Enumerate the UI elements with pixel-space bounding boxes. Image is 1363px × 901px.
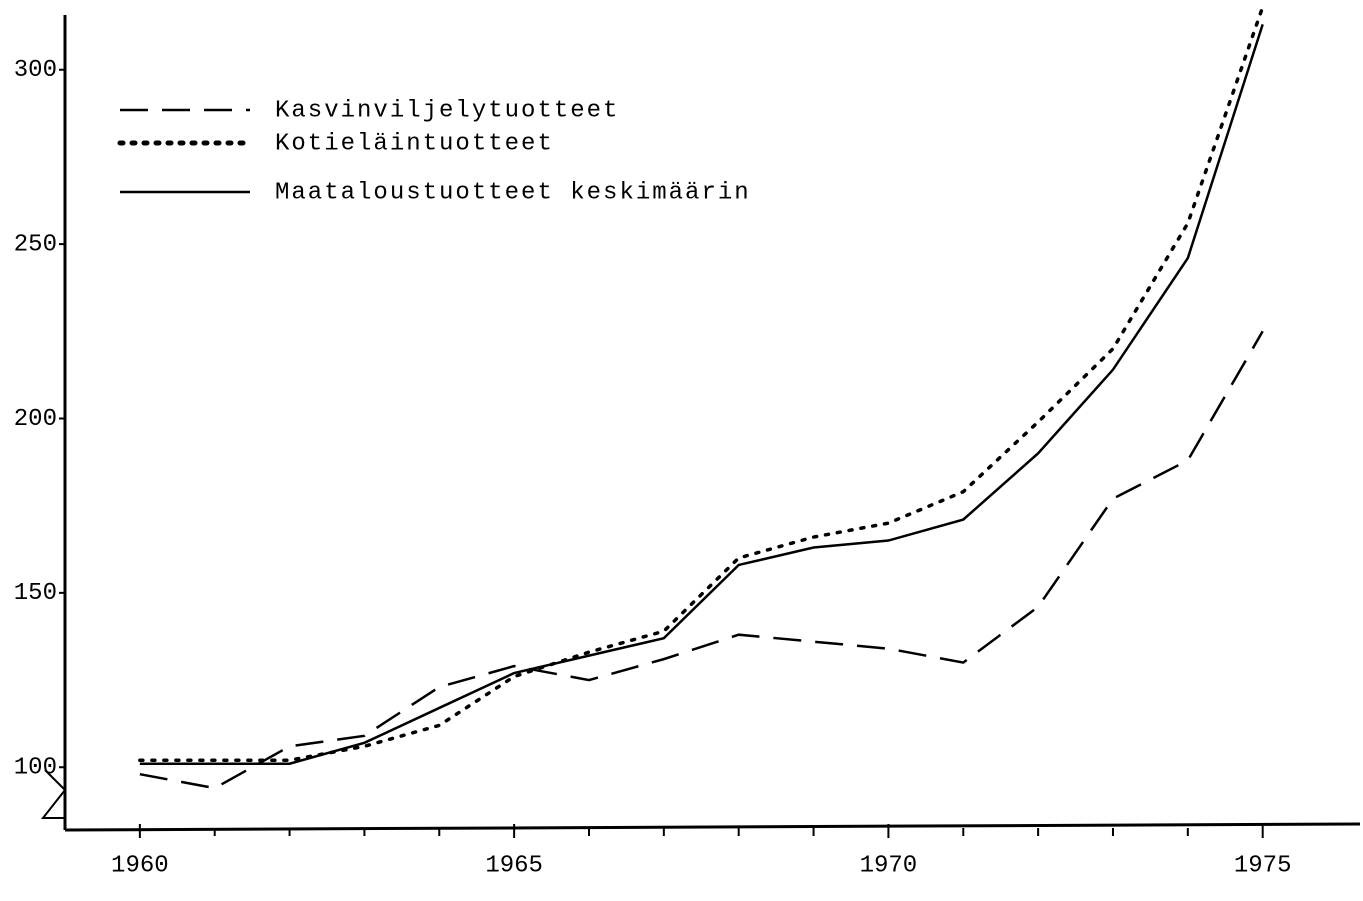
x-axis [64, 822, 1361, 832]
x-tick-label: 1975 [1234, 852, 1292, 879]
legend-label: Kasvinviljelytuotteet [275, 97, 619, 124]
x-tick-label: 1965 [485, 852, 543, 879]
legend-label: Maataloustuotteet keskimäärin [275, 179, 751, 206]
legend-label: Kotieläintuotteet [275, 130, 554, 157]
y-tick-label: 300 [14, 57, 57, 84]
y-tick-label: 250 [14, 231, 57, 258]
series-line [139, 24, 1264, 765]
axis-break [40, 769, 67, 819]
series-line [139, 330, 1264, 790]
series-line [138, 5, 1265, 763]
y-tick-label: 200 [14, 406, 57, 433]
y-tick-label: 150 [14, 580, 57, 607]
x-tick-label: 1960 [111, 852, 169, 879]
x-tick-label: 1970 [860, 852, 918, 879]
y-tick-label: 100 [14, 755, 57, 782]
